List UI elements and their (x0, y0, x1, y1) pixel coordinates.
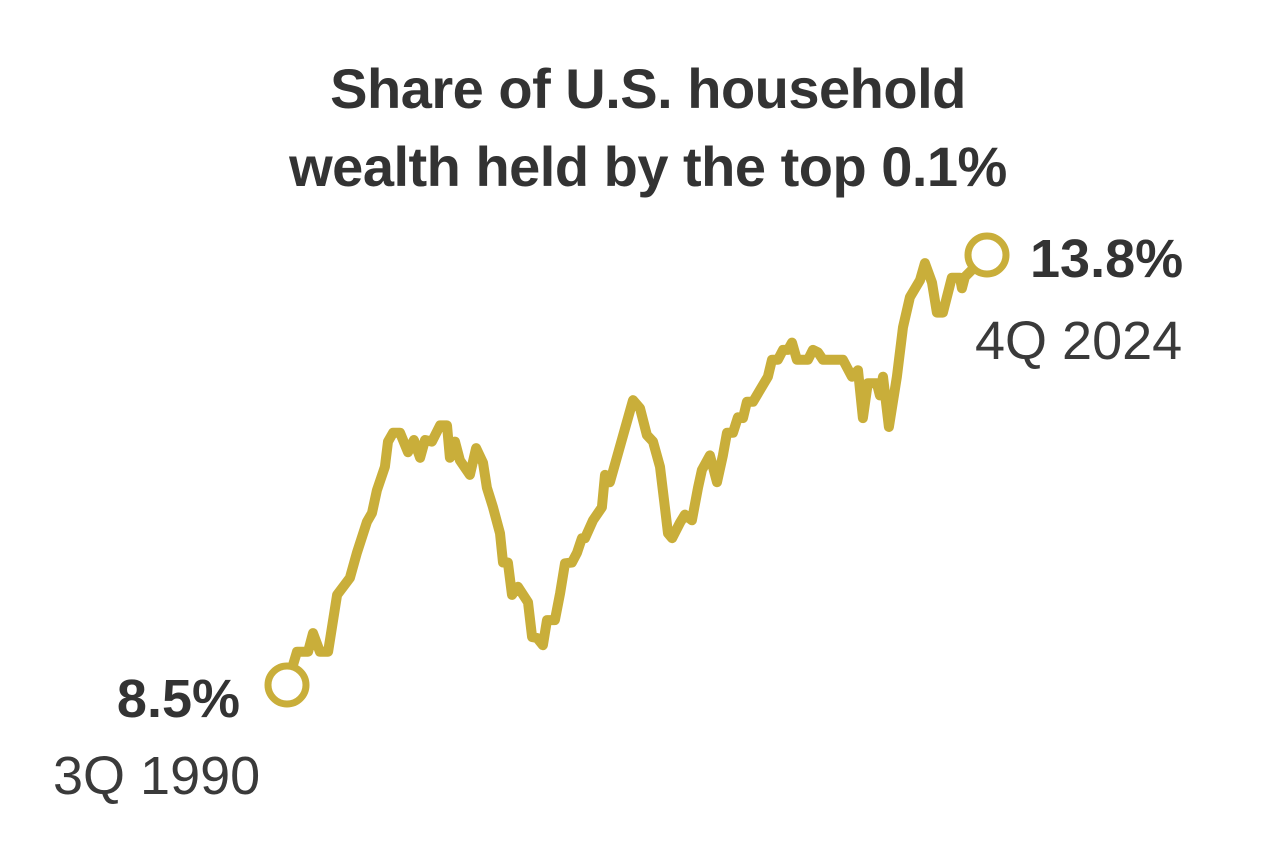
chart-title-line-2: wealth held by the top 0.1% (289, 135, 1007, 198)
end-date-label: 4Q 2024 (975, 311, 1183, 371)
chart-title: Share of U.S. household wealth held by t… (0, 50, 1280, 206)
chart-title-line-1: Share of U.S. household (330, 57, 966, 120)
start-point-marker (264, 662, 310, 708)
start-date-label: 3Q 1990 (53, 746, 261, 806)
start-value-label: 8.5% (116, 669, 240, 729)
end-point-marker (964, 232, 1010, 278)
series-line (282, 250, 992, 690)
end-value-label: 13.8% (1030, 229, 1184, 289)
